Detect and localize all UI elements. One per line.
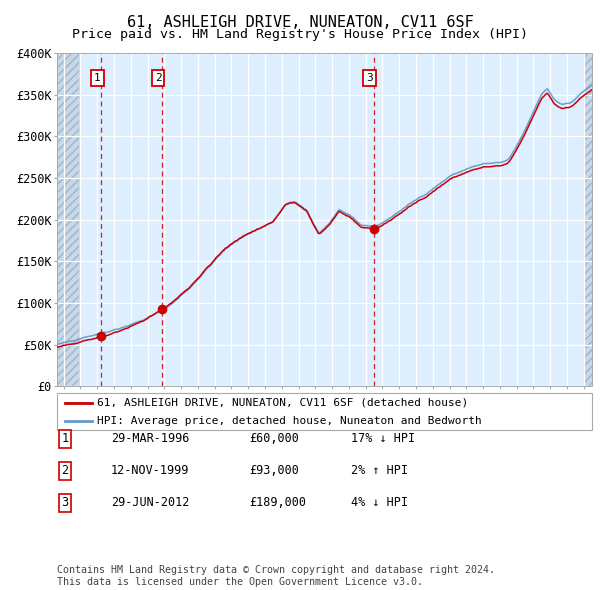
FancyBboxPatch shape xyxy=(57,393,592,430)
Text: 29-MAR-1996: 29-MAR-1996 xyxy=(111,432,190,445)
Bar xyxy=(584,53,592,386)
Text: 2: 2 xyxy=(155,73,161,83)
Text: 1: 1 xyxy=(94,73,100,83)
Text: 3: 3 xyxy=(367,73,373,83)
Text: Contains HM Land Registry data © Crown copyright and database right 2024.
This d: Contains HM Land Registry data © Crown c… xyxy=(57,565,495,587)
Bar xyxy=(584,53,592,386)
Text: 1: 1 xyxy=(61,432,68,445)
Text: £189,000: £189,000 xyxy=(249,496,306,509)
Text: 4% ↓ HPI: 4% ↓ HPI xyxy=(351,496,408,509)
Text: 61, ASHLEIGH DRIVE, NUNEATON, CV11 6SF: 61, ASHLEIGH DRIVE, NUNEATON, CV11 6SF xyxy=(127,15,473,30)
Bar xyxy=(57,53,79,386)
Text: 2: 2 xyxy=(61,464,68,477)
Text: 3: 3 xyxy=(61,496,68,509)
Text: 61, ASHLEIGH DRIVE, NUNEATON, CV11 6SF (detached house): 61, ASHLEIGH DRIVE, NUNEATON, CV11 6SF (… xyxy=(97,398,469,408)
Bar xyxy=(57,53,79,386)
Text: Price paid vs. HM Land Registry's House Price Index (HPI): Price paid vs. HM Land Registry's House … xyxy=(72,28,528,41)
Text: 29-JUN-2012: 29-JUN-2012 xyxy=(111,496,190,509)
Text: 12-NOV-1999: 12-NOV-1999 xyxy=(111,464,190,477)
Text: £60,000: £60,000 xyxy=(249,432,299,445)
Text: HPI: Average price, detached house, Nuneaton and Bedworth: HPI: Average price, detached house, Nune… xyxy=(97,416,482,426)
Text: 2% ↑ HPI: 2% ↑ HPI xyxy=(351,464,408,477)
Text: 17% ↓ HPI: 17% ↓ HPI xyxy=(351,432,415,445)
Text: £93,000: £93,000 xyxy=(249,464,299,477)
